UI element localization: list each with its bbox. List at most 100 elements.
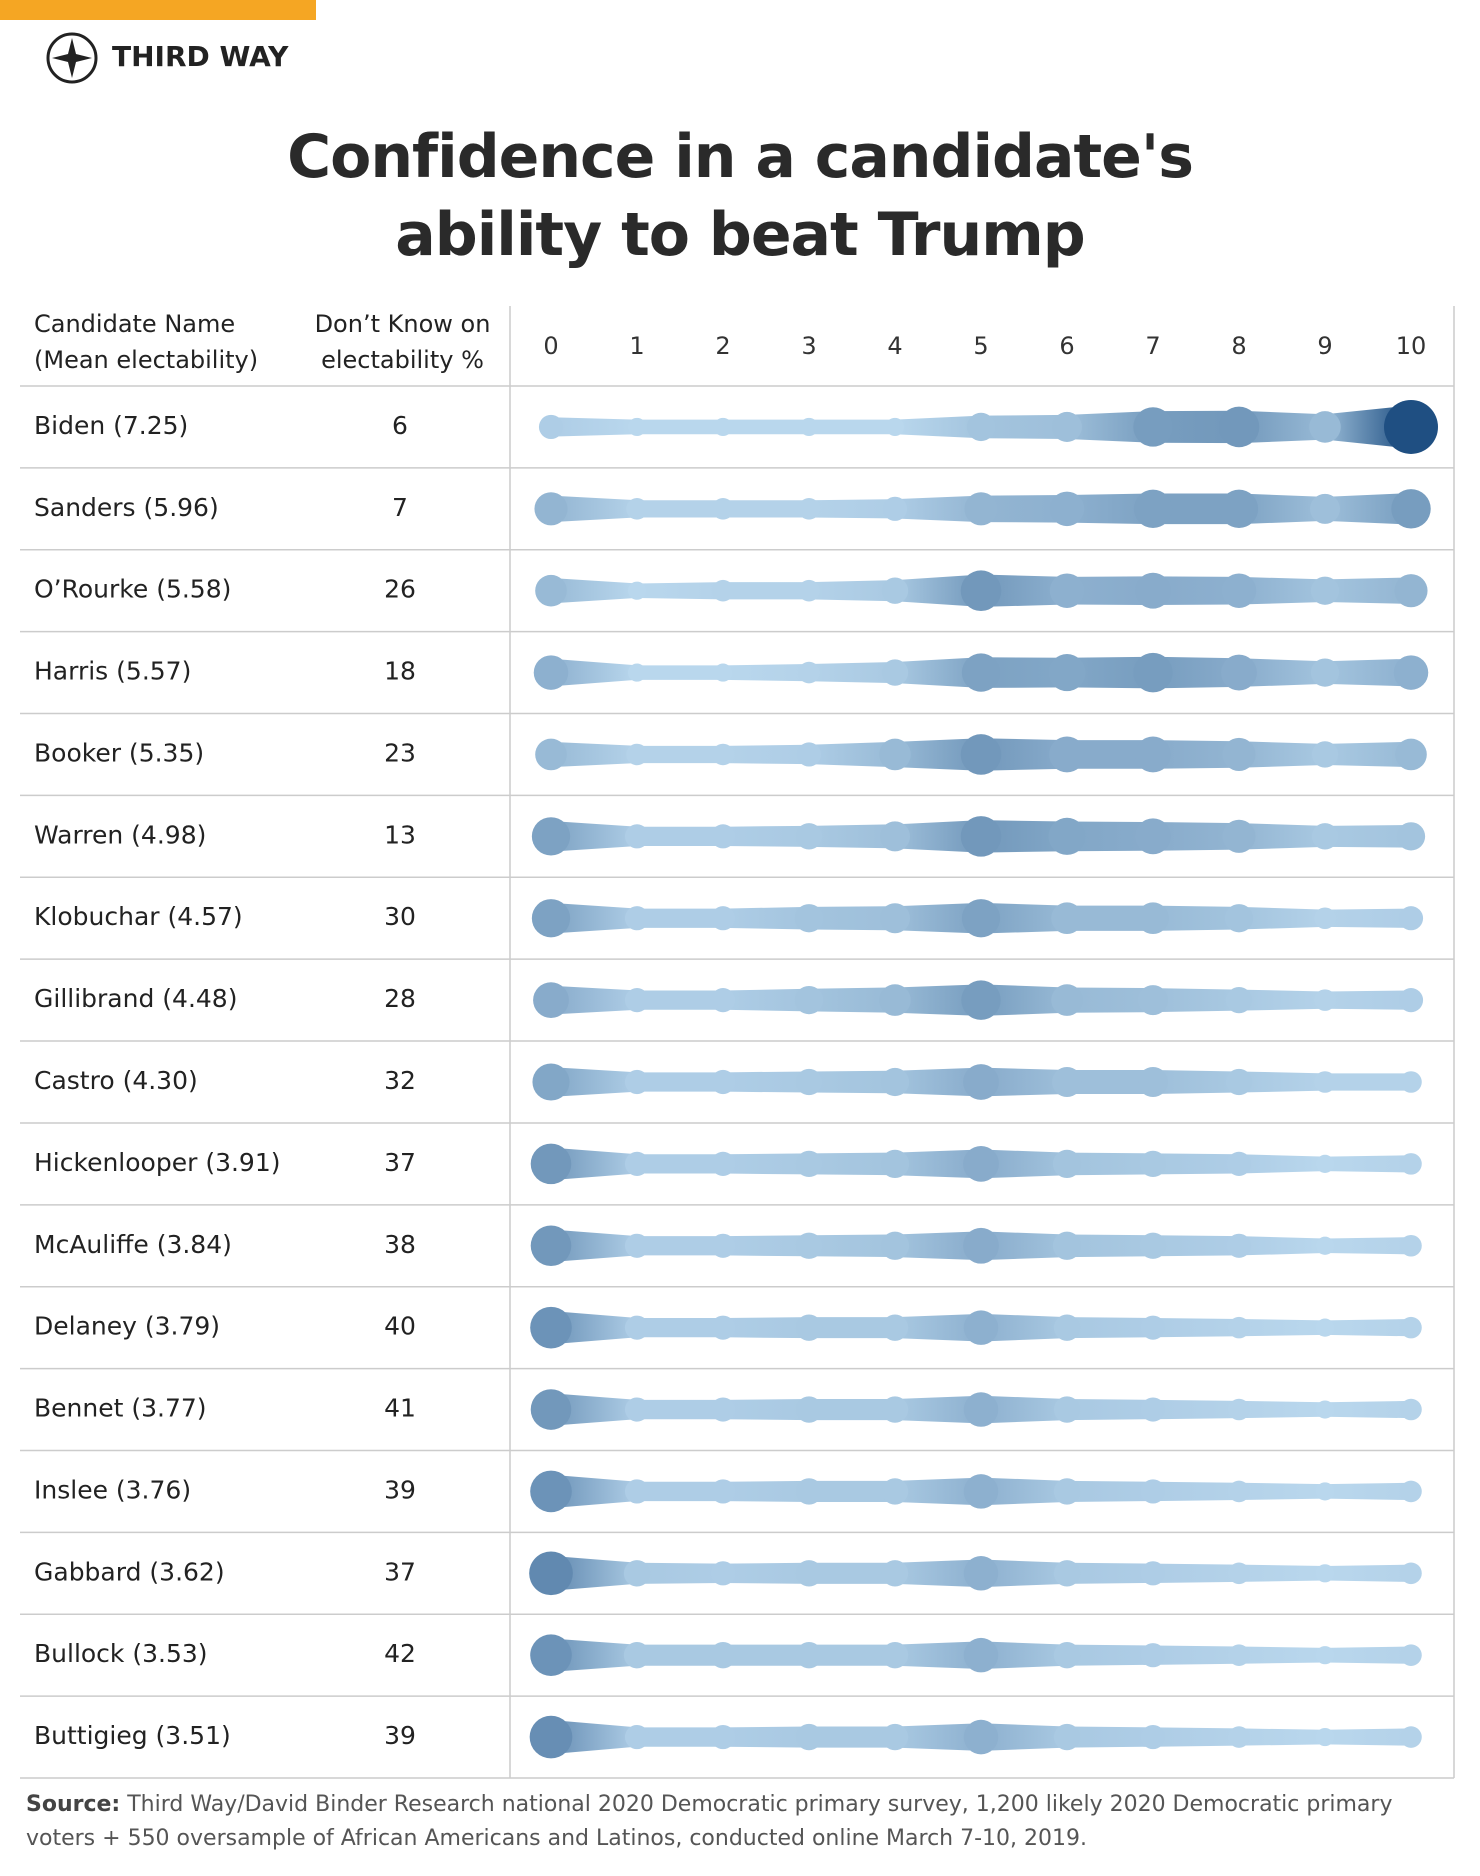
ribbon-segment <box>551 578 637 604</box>
dot <box>1051 902 1083 935</box>
ribbon-segment <box>895 1723 981 1751</box>
ribbon-segment <box>1239 576 1325 605</box>
dot <box>798 661 820 684</box>
dont-know-value: 23 <box>384 738 416 767</box>
dot <box>880 1149 910 1179</box>
dot <box>1140 1315 1166 1340</box>
dot <box>794 985 824 1015</box>
dot <box>533 982 569 1019</box>
dot <box>1053 1314 1081 1341</box>
ribbon-segment <box>809 580 895 602</box>
ribbon-segment <box>981 1723 1067 1751</box>
dot <box>1398 906 1424 931</box>
dot <box>1053 1642 1081 1669</box>
dot <box>1400 1234 1422 1257</box>
dot <box>1052 1149 1082 1179</box>
dot <box>1133 489 1173 528</box>
dot <box>624 1397 650 1422</box>
dot <box>1393 655 1429 690</box>
dot <box>795 823 823 850</box>
ribbon-segment <box>551 495 637 523</box>
dot <box>963 1145 999 1182</box>
column-header: Candidate Name (Mean electability) <box>34 310 259 374</box>
dot <box>710 1397 736 1422</box>
ribbon-segment <box>1325 1564 1411 1582</box>
dot <box>966 412 996 442</box>
ribbon-segment <box>1325 741 1411 768</box>
ribbon-segment <box>1239 1236 1325 1256</box>
dot <box>627 581 647 600</box>
ribbon-segment <box>1325 1482 1411 1501</box>
ribbon-segment <box>1325 658 1411 687</box>
dot <box>712 498 734 520</box>
ribbon-segment <box>1239 823 1325 850</box>
dot <box>882 496 908 521</box>
ribbon-segment <box>1067 1317 1153 1339</box>
ribbon-segment <box>895 657 981 688</box>
dot <box>1314 907 1336 930</box>
dot <box>534 492 568 526</box>
logo <box>46 32 98 84</box>
ribbon-segment <box>1153 822 1239 851</box>
ribbon-segment <box>809 1398 895 1421</box>
dot <box>1391 489 1431 529</box>
ribbon-segment <box>1239 1728 1325 1746</box>
ribbon-segment <box>637 1072 723 1092</box>
candidate-label: McAuliffe (3.84) <box>34 1230 232 1259</box>
ribbon-segment <box>551 1147 637 1181</box>
source-label: Source: <box>26 1792 121 1817</box>
dot <box>1315 1564 1335 1583</box>
ribbon-segment <box>723 663 809 682</box>
ribbon-segment <box>723 1726 809 1748</box>
source-text: Third Way/David Binder Research national… <box>26 1792 1393 1851</box>
dot <box>1315 1318 1335 1337</box>
dot <box>1048 654 1086 692</box>
ribbon-segment <box>1239 989 1325 1011</box>
ribbon-segment <box>1325 1073 1411 1091</box>
chart-title: Confidence in a candidate's ability to b… <box>287 122 1194 270</box>
column-header: Don’t Know on electability % <box>314 310 491 374</box>
ribbon-segment <box>895 495 981 523</box>
dont-know-value: 39 <box>384 1475 416 1504</box>
dot <box>963 1719 999 1755</box>
x-tick-label: 7 <box>1145 332 1160 360</box>
dot <box>1140 1397 1166 1422</box>
dot <box>623 1642 651 1669</box>
dot <box>1398 988 1424 1013</box>
dot <box>1139 1150 1167 1178</box>
ribbon-segment <box>551 985 637 1015</box>
dot <box>1228 1316 1250 1339</box>
dot <box>530 1225 572 1267</box>
ribbon-segment <box>1067 411 1153 443</box>
dot <box>538 414 564 440</box>
dot <box>1310 576 1340 605</box>
ribbon-segment <box>637 1727 723 1747</box>
ribbon-segment <box>1239 1482 1325 1501</box>
dot <box>624 1069 650 1095</box>
dot <box>530 1389 572 1430</box>
dot <box>1311 823 1339 850</box>
ribbon-segment <box>1325 577 1411 604</box>
dot <box>963 1556 999 1591</box>
dot <box>1048 817 1086 855</box>
ribbon-segment <box>809 499 895 519</box>
dot <box>712 579 734 602</box>
dot <box>1400 1480 1422 1503</box>
dot <box>624 1479 650 1504</box>
dot <box>794 904 824 933</box>
dot <box>1400 1316 1422 1339</box>
dont-know-value: 28 <box>384 984 416 1013</box>
ribbon-segment <box>981 495 1067 523</box>
ribbon-segment <box>1067 905 1153 931</box>
ribbon-segment <box>981 1313 1067 1342</box>
dot <box>710 988 736 1013</box>
dot <box>530 1634 572 1676</box>
ribbon-segment <box>1067 1480 1153 1502</box>
ribbon-segment <box>809 987 895 1013</box>
ribbon-segment <box>551 1555 637 1591</box>
dot <box>1051 411 1083 442</box>
ribbon-segment <box>551 417 637 437</box>
dot <box>963 1637 999 1673</box>
ribbon-segment <box>723 1644 809 1666</box>
ribbon-segment <box>551 1067 637 1097</box>
